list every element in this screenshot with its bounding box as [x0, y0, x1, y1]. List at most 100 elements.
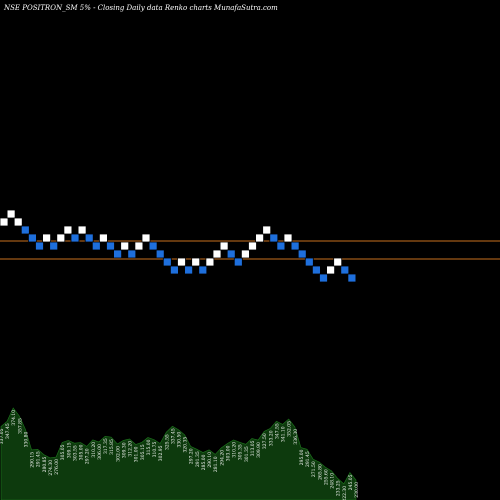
volume-label-25: 310.75	[152, 441, 158, 457]
brick-20	[141, 233, 151, 243]
brick-17	[120, 241, 130, 251]
volume-label-0: 337.05	[0, 428, 5, 444]
volume-label-49: 295.00	[299, 449, 305, 465]
volume-label-39: 305.35	[238, 444, 244, 460]
volume-label-22: 301.00	[134, 446, 140, 462]
volume-label-21: 312.20	[128, 441, 134, 457]
brick-18	[127, 249, 137, 259]
volume-area	[0, 407, 357, 500]
volume-label-6: 291.45	[36, 451, 42, 467]
volume-label-4: 330.80	[24, 431, 30, 447]
volume-label-43: 327.50	[262, 433, 268, 449]
brick-26	[184, 265, 194, 275]
volume-label-48: 336.30	[293, 429, 299, 445]
brick-1	[6, 209, 16, 219]
volume-label-15: 310.20	[91, 442, 97, 458]
volume-label-17: 317.35	[103, 438, 109, 454]
brick-31	[219, 241, 229, 251]
brick-29	[205, 257, 215, 267]
volume-label-29: 330.50	[177, 432, 183, 448]
volume-label-11: 309.15	[66, 442, 72, 458]
brick-15	[106, 241, 115, 251]
volume-label-40: 301.35	[244, 446, 250, 462]
volume-label-44: 333.20	[268, 430, 274, 446]
brick-5	[35, 241, 44, 251]
volume-label-42: 309.90	[256, 442, 262, 458]
volume-label-32: 291.35	[195, 451, 201, 467]
brick-41	[290, 241, 300, 251]
brick-45	[319, 273, 328, 283]
brick-32	[226, 249, 236, 259]
volume-label-35: 281.10	[213, 456, 219, 472]
volume-label-18: 315.85	[109, 439, 115, 455]
volume-label-54: 248.10	[330, 473, 336, 489]
volume-label-57: 245.05	[348, 474, 354, 490]
volume-label-1: 347.45	[5, 423, 11, 439]
brick-7	[49, 241, 59, 251]
volume-label-47: 352.05	[287, 421, 293, 437]
brick-13	[91, 241, 101, 251]
volume-label-19: 302.00	[115, 446, 121, 462]
volume-label-38: 310.20	[232, 442, 238, 458]
volume-label-52: 265.80	[317, 464, 323, 480]
brick-22	[155, 249, 165, 259]
brick-34	[240, 249, 250, 259]
chart-title: NSE POSITRON_SM 5% - Closing Daily data …	[3, 4, 278, 12]
volume-label-10: 305.05	[60, 444, 66, 460]
volume-label-5: 290.15	[30, 452, 36, 468]
brick-14	[99, 233, 108, 243]
brick-23	[162, 257, 172, 267]
brick-4	[27, 233, 37, 243]
brick-49	[347, 273, 357, 283]
brick-36	[255, 233, 265, 243]
volume-label-51: 271.50	[311, 461, 317, 477]
brick-0	[0, 217, 9, 227]
brick-46	[326, 265, 336, 275]
volume-label-24: 315.00	[146, 439, 152, 455]
volume-label-20: 309.30	[121, 442, 127, 458]
brick-6	[42, 233, 51, 243]
brick-39	[276, 241, 286, 251]
volume-label-7: 280.85	[42, 456, 48, 472]
brick-24	[169, 265, 179, 275]
volume-label-37: 303.00	[226, 445, 232, 461]
volume-label-14: 297.20	[85, 448, 91, 464]
brick-12	[84, 233, 94, 243]
volume-label-50: 291.45	[305, 451, 311, 467]
volume-label-3: 357.85	[17, 418, 23, 434]
brick-42	[297, 249, 307, 259]
volume-label-9: 276.00	[54, 459, 60, 475]
volume-label-58: 230.00	[354, 482, 360, 498]
volume-label-27: 325.55	[164, 434, 170, 450]
brick-38	[269, 233, 279, 243]
brick-30	[212, 249, 222, 259]
volume-label-12: 303.55	[72, 445, 78, 461]
renko-bricks	[0, 209, 357, 283]
brick-40	[283, 233, 293, 243]
brick-11	[77, 225, 87, 235]
volume-label-53: 255.60	[323, 469, 329, 485]
volume-label-26: 302.95	[158, 445, 164, 461]
volume-label-41: 313.05	[250, 440, 256, 456]
volume-label-13: 305.00	[79, 444, 85, 460]
brick-48	[340, 265, 350, 275]
brick-16	[113, 249, 122, 259]
brick-43	[304, 257, 314, 267]
volume-label-23: 305.15	[140, 444, 146, 460]
brick-25	[177, 257, 186, 267]
brick-3	[20, 225, 30, 235]
volume-label-34: 290.10	[207, 452, 213, 468]
brick-28	[198, 265, 208, 275]
reference-lines	[0, 240, 500, 260]
volume-label-2: 374.10	[11, 410, 17, 426]
brick-9	[63, 225, 73, 235]
volume-label-46: 341.10	[281, 426, 287, 442]
volume-area-path	[0, 407, 357, 500]
brick-37	[262, 225, 272, 235]
brick-19	[134, 241, 144, 251]
volume-label-56: 222.30	[342, 486, 348, 500]
brick-47	[333, 257, 343, 267]
brick-2	[13, 217, 23, 227]
